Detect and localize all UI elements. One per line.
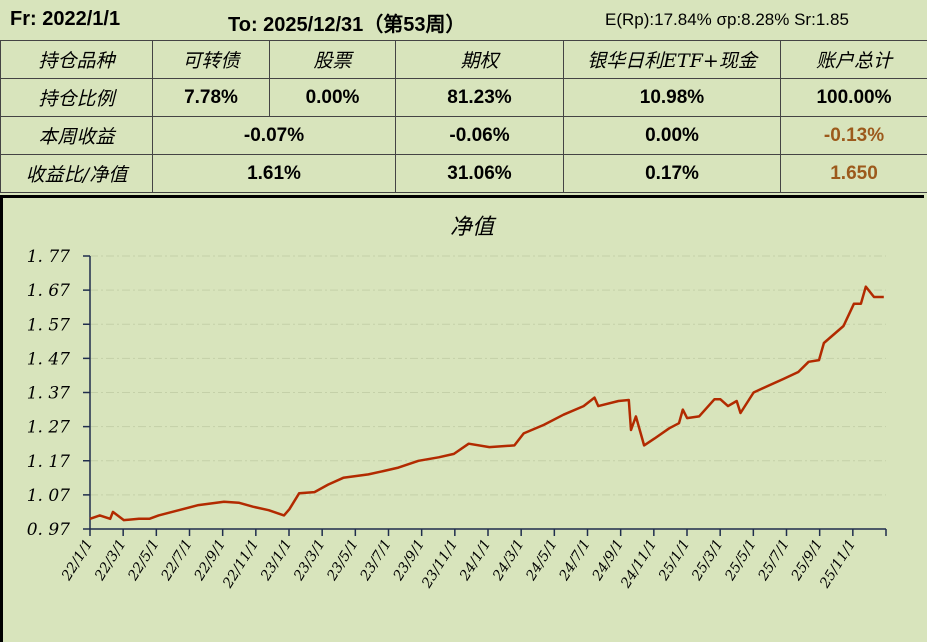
cell: -0.13%	[780, 116, 927, 155]
performance-stats: E(Rp):17.84% σp:8.28% Sr:1.85	[605, 10, 849, 29]
cell: 100.00%	[780, 78, 927, 117]
cell: -0.06%	[395, 116, 564, 155]
x-tick-label: 23/7/1	[357, 537, 395, 585]
row-label: 持仓比例	[0, 78, 153, 117]
x-tick-label: 22/3/1	[92, 537, 130, 585]
x-tick-label: 25/7/1	[755, 537, 793, 585]
x-tick-label: 23/5/1	[324, 537, 362, 585]
nav-chart: 净值 0. 97 1. 07 1. 17 1. 27 1. 37 1. 47 1. 57 1.…	[0, 195, 924, 642]
x-tick-label: 25/5/1	[722, 537, 760, 585]
y-tick-label: 1. 47	[27, 349, 70, 369]
y-tick-label: 1. 17	[27, 452, 70, 472]
x-tick-label: 25/3/1	[689, 537, 727, 585]
x-tick-label: 23/3/1	[291, 537, 329, 585]
cell: 0.00%	[269, 78, 396, 117]
date-from: Fr: 2022/1/1	[10, 8, 121, 30]
x-tick-label: 24/5/1	[523, 537, 561, 585]
cell: 81.23%	[395, 78, 564, 117]
header-cell: 持仓品种	[0, 40, 153, 79]
table-row: 本周收益 -0.07% -0.06% 0.00% -0.13%	[0, 116, 927, 155]
x-tick-label: 22/5/1	[125, 537, 163, 585]
cell: 31.06%	[395, 154, 564, 193]
y-tick-label: 1. 07	[27, 486, 70, 506]
cell: 0.00%	[563, 116, 781, 155]
header-cell: 账户总计	[780, 40, 927, 79]
nav-series-line	[89, 285, 884, 522]
x-tick-label: 23/1/1	[257, 537, 295, 585]
chart-title: 净值	[450, 215, 497, 240]
cell: -0.07%	[152, 116, 396, 155]
holdings-table: 持仓品种 可转债 股票 期权 银华日利ETF+现金 账户总计 持仓比例 7.78…	[0, 40, 927, 193]
cell: 1.61%	[152, 154, 396, 193]
x-tick-label: 22/7/1	[158, 537, 196, 585]
header-cell: 期权	[395, 40, 564, 79]
y-tick-label: 0. 97	[27, 520, 70, 540]
row-label: 本周收益	[0, 116, 153, 155]
header-cell: 股票	[269, 40, 396, 79]
y-tick-label: 1. 37	[27, 384, 70, 404]
x-tick-label: 25/1/1	[655, 537, 693, 585]
date-to: To: 2025/12/31（第53周）	[228, 14, 466, 36]
report-header: Fr: 2022/1/1 To: 2025/12/31（第53周） E(Rp):…	[0, 0, 927, 41]
header-cell: 银华日利ETF+现金	[563, 40, 781, 79]
header-cell: 可转债	[152, 40, 270, 79]
table-row: 收益比/净值 1.61% 31.06% 0.17% 1.650	[0, 154, 927, 193]
table-header-row: 持仓品种 可转债 股票 期权 银华日利ETF+现金 账户总计	[0, 40, 927, 79]
cell: 7.78%	[152, 78, 270, 117]
row-label: 收益比/净值	[0, 154, 153, 193]
y-tick-label: 1. 27	[27, 418, 70, 438]
x-tick-label: 24/3/1	[490, 537, 528, 585]
cell: 0.17%	[563, 154, 781, 193]
cell: 10.98%	[563, 78, 781, 117]
x-tick-label: 24/7/1	[556, 537, 594, 585]
cell: 1.650	[780, 154, 927, 193]
x-tick-label: 24/1/1	[456, 537, 494, 585]
x-tick-label: 22/1/1	[58, 537, 96, 585]
y-tick-label: 1. 57	[27, 315, 70, 335]
y-tick-label: 1. 67	[27, 281, 70, 301]
y-tick-label: 1. 77	[27, 247, 70, 267]
table-row: 持仓比例 7.78% 0.00% 81.23% 10.98% 100.00%	[0, 78, 927, 117]
nav-chart-svg: 净值 0. 97 1. 07 1. 17 1. 27 1. 37 1. 47 1. 57 1.…	[27, 215, 887, 592]
